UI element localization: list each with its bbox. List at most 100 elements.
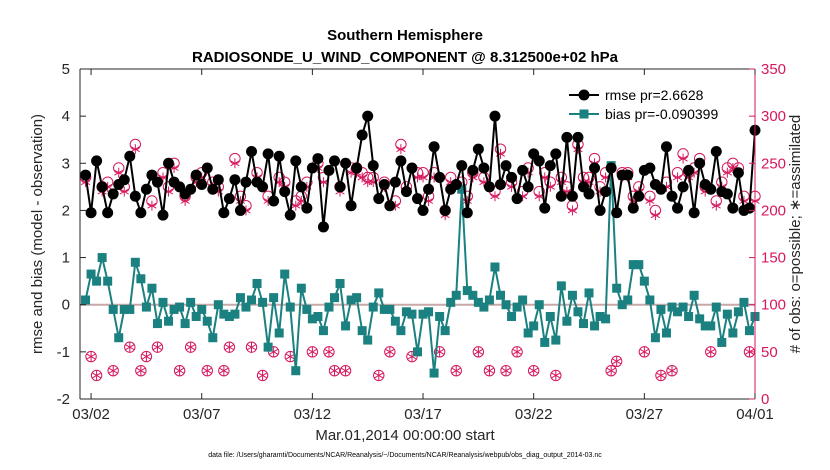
- rmse-point: [417, 204, 429, 216]
- bias-point: [473, 297, 483, 307]
- bias-point: [479, 302, 489, 312]
- obs-possible-point: [450, 365, 462, 377]
- obs-possible-point: [550, 369, 562, 382]
- obs-possible-point: [223, 341, 236, 353]
- bias-point: [551, 335, 561, 345]
- bias-point: [733, 307, 743, 317]
- bias-point: [628, 260, 638, 270]
- rmse-point: [223, 193, 235, 205]
- obs-star-stroke: [374, 372, 384, 379]
- rmse-point: [118, 174, 130, 186]
- obs-assimilated-point: [357, 172, 367, 183]
- obs-possible-point: [527, 365, 540, 377]
- bias-point: [739, 297, 749, 307]
- obs-assimilated-point: [174, 365, 185, 376]
- bias-point: [684, 312, 694, 321]
- obs-assimilated-point: [147, 200, 157, 211]
- rmse-point: [317, 221, 329, 233]
- rmse-point: [600, 186, 612, 198]
- bias-point: [191, 312, 201, 321]
- y-tick-label-left: 1: [62, 250, 70, 267]
- rmse-point: [688, 207, 700, 219]
- bias-point: [363, 335, 373, 345]
- obs-star-stroke: [285, 353, 295, 360]
- rmse-point: [373, 193, 385, 205]
- bias-point: [313, 312, 323, 321]
- rmse-point: [257, 181, 269, 193]
- obs-assimilated-point: [114, 167, 124, 178]
- rmse-point: [351, 162, 363, 174]
- bias-point: [518, 295, 528, 305]
- obs-star-stroke: [230, 160, 240, 167]
- bias-point: [435, 312, 445, 321]
- rmse-point: [262, 148, 274, 160]
- bias-point: [418, 309, 428, 319]
- bias-point: [324, 302, 334, 312]
- obs-star-stroke: [706, 348, 716, 355]
- bias-point: [700, 321, 710, 331]
- rmse-point: [207, 183, 219, 195]
- bias-point: [468, 290, 478, 300]
- obs-star-stroke: [711, 202, 721, 209]
- rmse-point: [655, 183, 667, 195]
- obs-star-stroke: [80, 179, 91, 186]
- obs-possible-point: [173, 365, 186, 377]
- rmse-point: [666, 190, 678, 202]
- obs-assimilated-point: [246, 342, 257, 353]
- obs-possible-point: [140, 350, 153, 363]
- rmse-point: [135, 207, 147, 219]
- rmse-point: [533, 155, 545, 167]
- rmse-point: [151, 176, 163, 188]
- bias-point: [385, 304, 395, 314]
- bias-point: [440, 326, 450, 336]
- legend-bias-marker: [579, 109, 589, 119]
- x-tick-label: 03/12: [294, 406, 332, 423]
- bias-point: [601, 314, 611, 324]
- obs-assimilated-point: [374, 370, 384, 381]
- rmse-point: [240, 176, 252, 188]
- bias-point: [501, 300, 511, 310]
- obs-assimilated-point: [224, 342, 234, 353]
- obs-star-stroke: [512, 348, 522, 355]
- bias-point: [346, 295, 356, 305]
- rmse-point: [450, 179, 462, 190]
- rmse-point: [85, 207, 97, 219]
- y-tick-label-right: 250: [761, 155, 786, 172]
- obs-assimilated-point: [141, 351, 151, 362]
- bias-point: [451, 290, 461, 300]
- obs-assimilated-point: [86, 351, 96, 362]
- bias-point: [407, 309, 417, 319]
- bias-point: [612, 283, 622, 293]
- rmse-point: [732, 167, 744, 179]
- bias-point: [512, 302, 522, 312]
- obs-assimilated-point: [136, 365, 146, 376]
- rmse-point: [312, 153, 324, 165]
- obs-possible-point: [107, 365, 119, 377]
- rmse-point: [500, 160, 512, 172]
- obs-assimilated-point: [711, 200, 721, 211]
- rmse-point: [633, 190, 645, 202]
- bias-point: [86, 269, 96, 279]
- rmse-point: [268, 195, 280, 207]
- rmse-point: [428, 141, 440, 153]
- rmse-point: [721, 188, 733, 200]
- bias-point: [368, 302, 378, 312]
- y-axis-label-right: # of obs: o=possible; ∗=assimilated: [787, 115, 804, 354]
- obs-possible-point: [85, 350, 97, 363]
- obs-star-stroke: [573, 146, 583, 153]
- rmse-point: [694, 157, 706, 169]
- obs-star-stroke: [130, 146, 140, 153]
- obs-star-stroke: [672, 174, 683, 181]
- bias-point: [390, 316, 400, 326]
- obs-assimilated-point: [230, 158, 240, 169]
- bias-point: [235, 293, 245, 303]
- data-file-footnote: data file: /Users/gharamti/Documents/NCA…: [208, 452, 602, 459]
- obs-star-stroke: [650, 212, 661, 219]
- y-tick-label-right: 50: [761, 344, 778, 361]
- rmse-point: [611, 207, 623, 219]
- bias-point: [141, 302, 151, 312]
- bias-point: [507, 312, 517, 321]
- bias-point: [307, 314, 317, 324]
- obs-star-stroke: [551, 372, 561, 379]
- y-tick-label-left: -1: [57, 344, 70, 361]
